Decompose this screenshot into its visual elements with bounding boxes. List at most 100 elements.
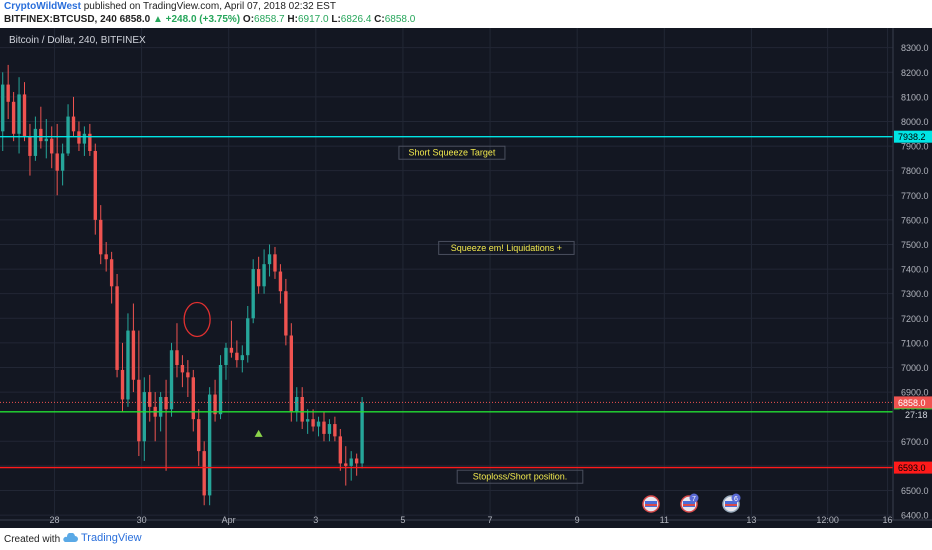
ohlc-line: BITFINEX:BTCUSD, 240 6858.0 ▲ +248.0 (+3…: [4, 14, 415, 26]
price-tick-label: 6400.0: [901, 511, 929, 521]
candle-body: [333, 424, 337, 437]
candle-body: [33, 128, 38, 156]
cloud-icon: [63, 533, 78, 542]
price-tick-label: 6700.0: [901, 437, 929, 447]
chart-panel[interactable]: Short Squeeze Target Squeeze em! Liquidat…: [0, 28, 932, 528]
candle: [82, 126, 87, 156]
candle: [1, 72, 5, 151]
flag-icon-1[interactable]: [642, 495, 660, 513]
annotation-callout: Squeeze em! Liquidations +: [438, 240, 575, 255]
candle-body: [17, 94, 21, 134]
candle-body: [229, 347, 234, 353]
price-tick-label: 7500.0: [901, 240, 929, 250]
candle-body: [224, 347, 228, 366]
candle: [126, 313, 130, 407]
candle: [349, 451, 353, 481]
svg-text:7: 7: [692, 496, 696, 503]
candle: [17, 77, 21, 154]
candle: [164, 379, 168, 471]
time-tick-label: 30: [137, 515, 147, 525]
author-link[interactable]: CryptoWildWest: [4, 1, 81, 12]
candle-body: [256, 269, 261, 287]
time-tick-label: 13: [746, 515, 756, 525]
low-value: 6826.4: [340, 14, 372, 25]
candle: [131, 303, 136, 393]
candle-body: [137, 379, 141, 442]
candle: [295, 387, 299, 422]
candle-body: [88, 133, 92, 151]
high-value: 6917.0: [297, 14, 329, 25]
time-axis[interactable]: 28 30 Apr 3 5 7 9 11 13 12:00 16: [49, 515, 892, 525]
candle: [224, 342, 228, 380]
candle-body: [55, 153, 59, 171]
time-tick-label: 12:00: [816, 515, 839, 525]
candle-body: [39, 128, 43, 142]
grid: [0, 28, 893, 520]
candle-body: [71, 116, 76, 132]
flag-icon-2[interactable]: 7: [680, 493, 699, 513]
candlestick-chart[interactable]: Short Squeeze Target Squeeze em! Liquidat…: [0, 28, 932, 528]
candle-body: [278, 271, 283, 292]
candle-body: [289, 335, 294, 412]
time-tick-label: 7: [488, 515, 493, 525]
price-tick-label: 8200.0: [901, 68, 929, 78]
candle-body: [235, 352, 239, 361]
candle: [360, 397, 364, 469]
flag-icon-3[interactable]: 6: [722, 493, 741, 513]
price-tick-label: 6500.0: [901, 486, 929, 496]
candle: [218, 355, 223, 420]
price-tick-label: 8000.0: [901, 117, 929, 127]
candle: [153, 392, 157, 442]
price-tick-label: 7800.0: [901, 166, 929, 176]
candle: [104, 242, 108, 272]
candle: [316, 416, 321, 437]
candle: [186, 360, 190, 397]
candle-body: [66, 116, 70, 154]
candle: [33, 116, 38, 161]
candle: [240, 345, 244, 373]
low-label: L:: [331, 14, 341, 25]
candle: [267, 244, 272, 277]
last-price-tag: [894, 396, 932, 409]
candle-body: [109, 259, 114, 287]
candle-body: [202, 451, 206, 496]
candle-body: [300, 397, 304, 422]
event-icons[interactable]: 7 6: [642, 493, 741, 513]
up-triangle-icon: ▲: [152, 14, 163, 25]
open-label: O:: [242, 14, 255, 25]
candle: [99, 205, 103, 265]
candle-body: [131, 330, 136, 380]
candle: [44, 119, 48, 159]
tradingview-logo[interactable]: TradingView: [62, 532, 142, 544]
candle: [262, 249, 266, 294]
candle: [322, 411, 326, 442]
annotation-box: [398, 145, 506, 160]
candle: [256, 256, 261, 294]
candle: [300, 387, 304, 429]
candle: [6, 64, 10, 120]
candle-body: [28, 136, 32, 156]
candle-body: [169, 350, 174, 410]
candle: [327, 419, 332, 442]
candle-body: [11, 101, 16, 134]
candle: [120, 342, 125, 412]
annotations: Short Squeeze Target Squeeze em! Liquidat…: [183, 145, 584, 484]
candle-body: [60, 153, 65, 171]
candle-body: [104, 254, 108, 260]
candle-body: [322, 421, 326, 434]
candle: [191, 369, 195, 432]
candle: [175, 323, 179, 378]
candle: [278, 264, 283, 304]
candle-body: [197, 419, 201, 452]
candle: [115, 274, 119, 378]
candle: [71, 96, 76, 137]
candle-body: [191, 377, 195, 420]
close-label: C:: [374, 14, 385, 25]
candle-body: [6, 84, 10, 102]
price-axis-bg[interactable]: [893, 28, 932, 528]
candle-body: [213, 394, 217, 415]
candle: [88, 123, 92, 156]
cyan-price-tag-text: 7938.2: [898, 132, 926, 142]
candle-body: [180, 365, 185, 373]
candle-body: [126, 330, 130, 400]
